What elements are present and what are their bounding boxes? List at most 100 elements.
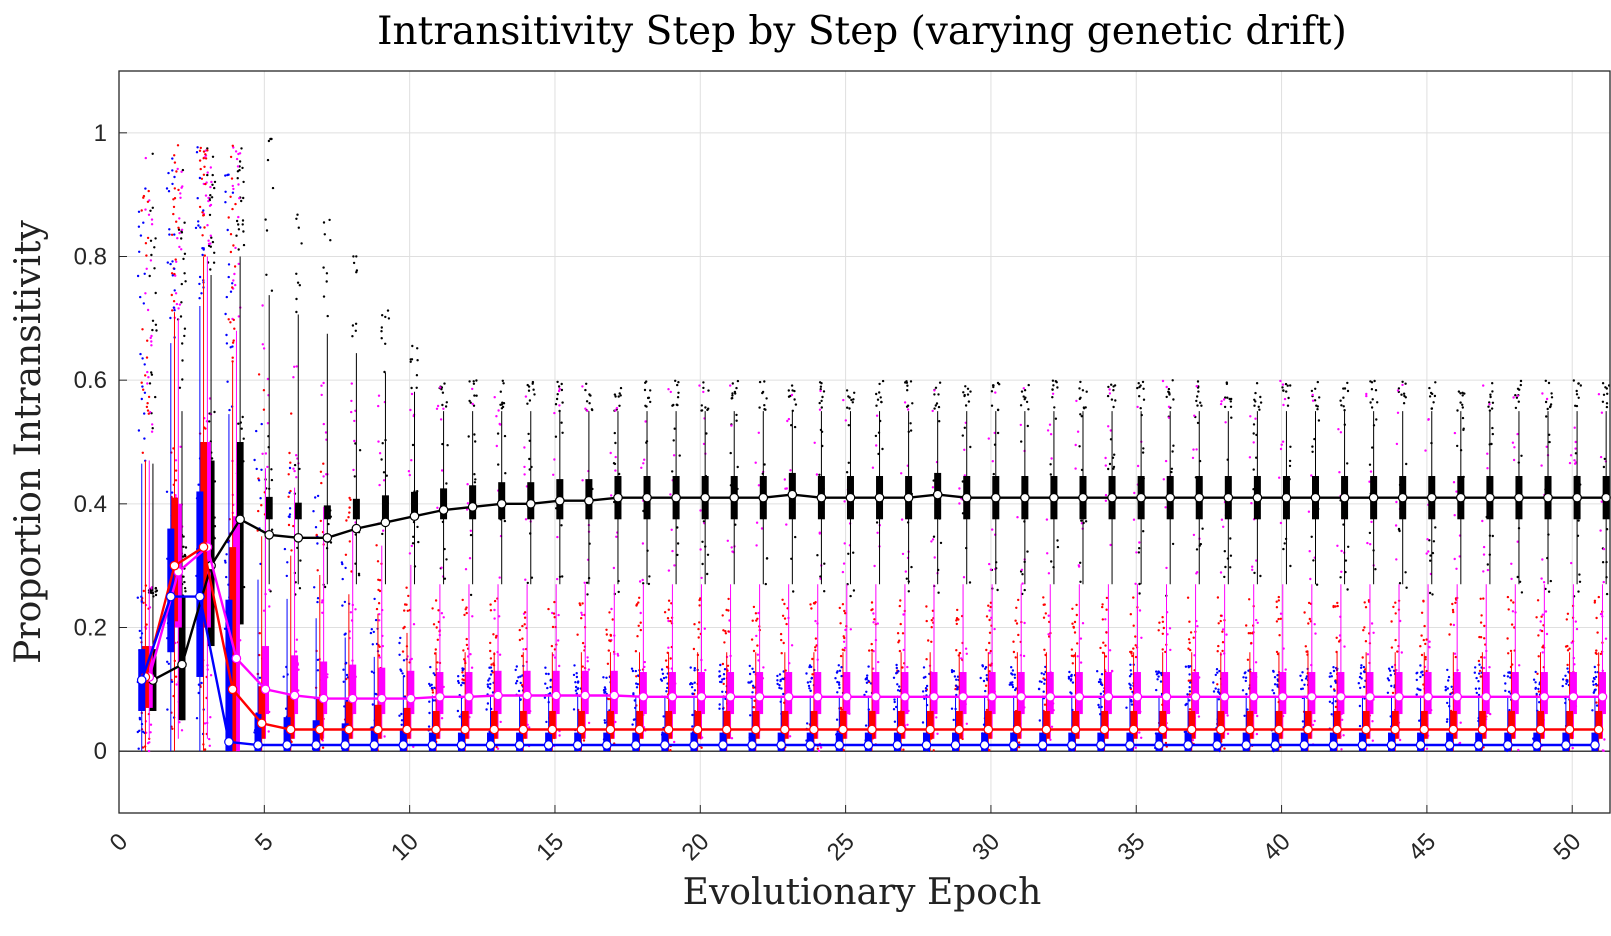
scatter-point xyxy=(1329,672,1332,675)
scatter-point xyxy=(921,690,925,693)
scatter-point xyxy=(1283,397,1287,401)
scatter-point xyxy=(876,398,880,401)
scatter-point xyxy=(342,680,345,683)
scatter-point xyxy=(898,649,902,653)
scatter-point xyxy=(924,689,928,692)
scatter-point xyxy=(1077,564,1081,567)
scatter-point xyxy=(268,588,271,591)
scatter-point xyxy=(722,677,726,680)
scatter-point xyxy=(294,650,298,653)
scatter-point xyxy=(526,581,529,585)
scatter-point xyxy=(902,648,905,652)
scatter-point xyxy=(1427,418,1430,421)
scatter-point xyxy=(1540,464,1543,467)
scatter-point xyxy=(380,330,383,333)
box-body xyxy=(283,717,291,752)
scatter-point xyxy=(721,690,724,693)
scatter-point xyxy=(1400,393,1403,396)
scatter-point xyxy=(238,160,242,163)
scatter-point xyxy=(662,715,665,718)
scatter-point xyxy=(731,382,734,385)
scatter-point xyxy=(154,586,158,590)
scatter-point xyxy=(515,679,519,683)
scatter-point xyxy=(1138,609,1142,612)
scatter-point xyxy=(1303,611,1306,614)
scatter-point xyxy=(493,608,496,612)
scatter-point xyxy=(892,708,896,711)
scatter-point xyxy=(672,439,675,442)
median-marker xyxy=(1183,740,1193,750)
scatter-point xyxy=(635,603,639,606)
scatter-point xyxy=(349,611,353,614)
scatter-point xyxy=(1172,444,1175,447)
scatter-point xyxy=(667,569,671,572)
scatter-point xyxy=(838,669,842,672)
scatter-point xyxy=(428,682,431,686)
scatter-point xyxy=(173,267,176,270)
scatter-point xyxy=(718,675,721,678)
scatter-point xyxy=(964,385,967,388)
scatter-point xyxy=(139,352,142,356)
scatter-point xyxy=(787,395,791,398)
scatter-point xyxy=(765,397,768,400)
scatter-point xyxy=(1255,456,1258,459)
scatter-point xyxy=(666,617,670,620)
scatter-point xyxy=(613,393,617,396)
scatter-point xyxy=(372,630,375,634)
scatter-point xyxy=(322,266,325,269)
scatter-point xyxy=(1424,642,1427,646)
scatter-point xyxy=(1516,432,1519,436)
scatter-point xyxy=(669,749,672,752)
scatter-point xyxy=(1097,703,1100,707)
scatter-point xyxy=(988,670,991,673)
scatter-point xyxy=(351,324,355,327)
scatter-point xyxy=(909,422,912,425)
scatter-point xyxy=(1130,700,1133,703)
scatter-point xyxy=(1339,399,1342,402)
scatter-point xyxy=(1099,646,1102,650)
scatter-point xyxy=(1399,619,1402,623)
scatter-point xyxy=(1138,547,1141,550)
scatter-point xyxy=(1289,564,1292,568)
scatter-point xyxy=(585,400,589,403)
box-body xyxy=(254,714,262,752)
scatter-point xyxy=(614,441,617,445)
scatter-point xyxy=(1217,698,1221,701)
scatter-point xyxy=(1224,396,1227,399)
scatter-point xyxy=(1020,440,1023,443)
scatter-point xyxy=(996,381,1000,385)
scatter-point xyxy=(1544,587,1547,591)
scatter-point xyxy=(1255,732,1259,736)
scatter-point xyxy=(996,431,1000,435)
scatter-point xyxy=(906,665,909,669)
scatter-point xyxy=(1506,675,1510,678)
scatter-point xyxy=(1139,407,1142,410)
scatter-point xyxy=(958,502,961,505)
scatter-point xyxy=(670,602,673,605)
scatter-point xyxy=(837,664,840,667)
scatter-point xyxy=(965,722,968,725)
scatter-point xyxy=(183,334,186,338)
scatter-point xyxy=(560,421,563,424)
box-body xyxy=(287,695,295,739)
scatter-point xyxy=(724,632,728,635)
scatter-point xyxy=(407,594,410,598)
scatter-point xyxy=(544,682,547,685)
scatter-point xyxy=(610,607,613,611)
scatter-point xyxy=(786,419,789,423)
scatter-point xyxy=(147,189,150,193)
scatter-point xyxy=(875,414,879,417)
scatter-point xyxy=(909,429,913,432)
scatter-point xyxy=(730,397,733,400)
scatter-point xyxy=(345,519,348,522)
y-tick-label: 0 xyxy=(94,738,107,765)
scatter-point xyxy=(225,575,228,579)
scatter-point xyxy=(608,611,611,614)
scatter-point xyxy=(231,360,234,363)
scatter-point xyxy=(641,578,644,582)
median-marker xyxy=(314,724,325,735)
scatter-point xyxy=(461,598,464,602)
scatter-point xyxy=(765,557,769,560)
scatter-point xyxy=(180,170,183,173)
scatter-point xyxy=(619,394,622,397)
